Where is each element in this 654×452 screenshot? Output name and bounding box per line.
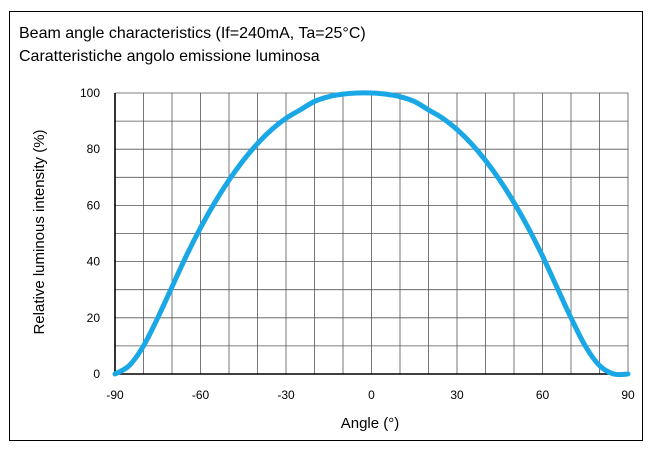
y-tick-label: 80 — [87, 142, 101, 156]
series-line — [112, 90, 631, 378]
y-tick-label: 100 — [80, 86, 100, 100]
y-tick-label: 0 — [93, 367, 100, 381]
grid — [114, 92, 629, 375]
y-tick-label: 60 — [87, 198, 101, 212]
y-tick-labels: 0 20 40 60 80 100 — [80, 86, 100, 381]
x-tick-label: 90 — [621, 388, 635, 402]
y-axis-label: Relative luminous intensity (%) — [31, 129, 48, 334]
x-tick-labels: -90 -60 -30 0 30 60 90 — [106, 388, 635, 402]
x-tick-label: 0 — [368, 388, 375, 402]
y-tick-label: 20 — [87, 311, 101, 325]
y-tick-label: 40 — [87, 255, 101, 269]
x-tick-label: -90 — [106, 388, 124, 402]
x-tick-label: -60 — [192, 388, 210, 402]
x-tick-label: 60 — [536, 388, 550, 402]
chart-title: Beam angle characteristics (If=240mA, Ta… — [19, 25, 366, 42]
x-tick-label: 30 — [450, 388, 464, 402]
x-axis-label: Angle (°) — [341, 415, 400, 432]
x-tick-label: -30 — [277, 388, 295, 402]
chart-subtitle: Caratteristiche angolo emissione luminos… — [19, 48, 320, 65]
series-layer — [112, 90, 631, 378]
